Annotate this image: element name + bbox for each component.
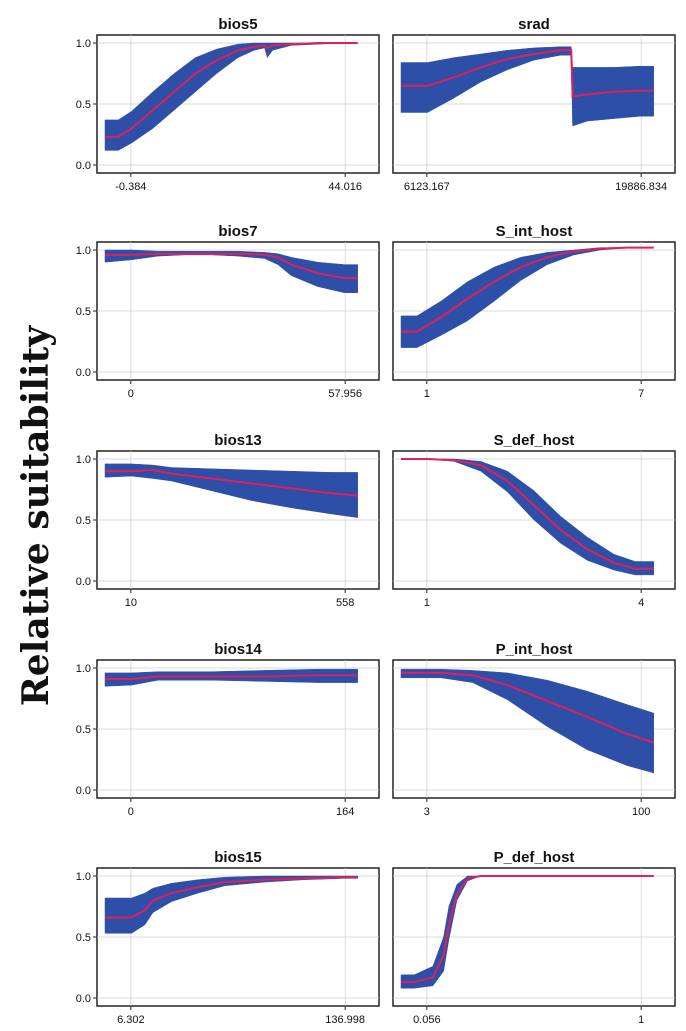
panel-title: bios15 (214, 849, 262, 866)
confidence-band (104, 463, 358, 518)
panel-bios7: bios7 0.0 0.5 1.0 0 57.956 (76, 223, 380, 400)
x-tick-label: 1 (638, 1014, 644, 1026)
y-tick-label: 0.5 (76, 99, 91, 111)
panel-bios5: bios5 0.0 0.5 1.0 -0.384 44.016 (76, 16, 380, 193)
x-tick-label: 0 (128, 388, 134, 400)
confidence-band (400, 668, 654, 774)
y-tick-label: 1.0 (76, 38, 91, 50)
x-tick-label: 3 (424, 806, 430, 818)
y-tick-label: 1.0 (76, 663, 91, 675)
y-tick-label: 0.5 (76, 724, 91, 736)
panel-title: S_def_host (494, 432, 575, 449)
confidence-band (104, 875, 358, 934)
x-tick-label: 100 (632, 806, 650, 818)
panel-title: bios7 (218, 223, 257, 240)
panel-title: bios5 (218, 16, 257, 33)
panel-bios15: bios15 0.0 0.5 1.0 6.302 136.998 (76, 849, 380, 1026)
response-line (401, 246, 654, 333)
x-tick-label: 0 (128, 806, 134, 818)
y-tick-label: 1.0 (76, 871, 91, 883)
x-tick-label: 44.016 (328, 181, 362, 193)
x-tick-label: 1 (424, 388, 430, 400)
response-line (401, 875, 654, 984)
response-line (105, 42, 358, 138)
x-tick-label: 6123.167 (404, 181, 450, 193)
y-tick-label: 0.0 (76, 160, 91, 172)
x-tick-label: 10 (125, 597, 137, 609)
panel-title: bios14 (214, 641, 262, 658)
x-tick-label: 7 (638, 388, 644, 400)
response-line (401, 671, 655, 744)
response-line (105, 674, 358, 680)
confidence-band (104, 249, 358, 293)
panel-bios14: bios14 0.0 0.5 1.0 0 164 (76, 641, 380, 818)
panel-P_int_host: P_int_host 3 100 (392, 641, 676, 818)
response-line (401, 458, 654, 570)
panel-bios13: bios13 0.0 0.5 1.0 10 558 (76, 432, 380, 609)
panel-srad: srad 6123.167 19886.834 (392, 16, 676, 193)
x-tick-label: 19886.834 (615, 181, 667, 193)
panel-S_int_host: S_int_host 1 7 (392, 223, 676, 400)
x-tick-label: 0.056 (413, 1014, 441, 1026)
panel-title: P_def_host (494, 849, 575, 866)
y-tick-label: 0.0 (76, 367, 91, 379)
response-line (105, 876, 358, 919)
confidence-band (104, 668, 358, 687)
confidence-band (400, 46, 654, 127)
panel-title: P_int_host (496, 641, 573, 658)
response-line (401, 49, 654, 98)
x-tick-label: -0.384 (115, 181, 146, 193)
y-tick-label: 0.5 (76, 932, 91, 944)
x-tick-label: 164 (336, 806, 354, 818)
response-line (105, 252, 358, 280)
y-tick-label: 1.0 (76, 245, 91, 257)
panel-title: srad (518, 16, 550, 33)
y-tick-label: 1.0 (76, 454, 91, 466)
x-tick-label: 136.998 (325, 1014, 365, 1026)
x-tick-label: 57.956 (328, 388, 362, 400)
x-tick-label: 4 (638, 597, 644, 609)
y-tick-label: 0.0 (76, 993, 91, 1005)
response-line (105, 468, 358, 497)
y-tick-label: 0.5 (76, 306, 91, 318)
x-tick-label: 558 (336, 597, 354, 609)
y-tick-label: 0.0 (76, 785, 91, 797)
y-tick-label: 0.0 (76, 576, 91, 588)
panel-title: bios13 (214, 432, 262, 449)
y-tick-label: 0.5 (76, 515, 91, 527)
panel-P_def_host: P_def_host 0.056 1 (392, 849, 676, 1026)
panel-S_def_host: S_def_host 1 4 (392, 432, 676, 609)
x-tick-label: 1 (424, 597, 430, 609)
panel-title: S_int_host (496, 223, 573, 240)
x-tick-label: 6.302 (117, 1014, 145, 1026)
